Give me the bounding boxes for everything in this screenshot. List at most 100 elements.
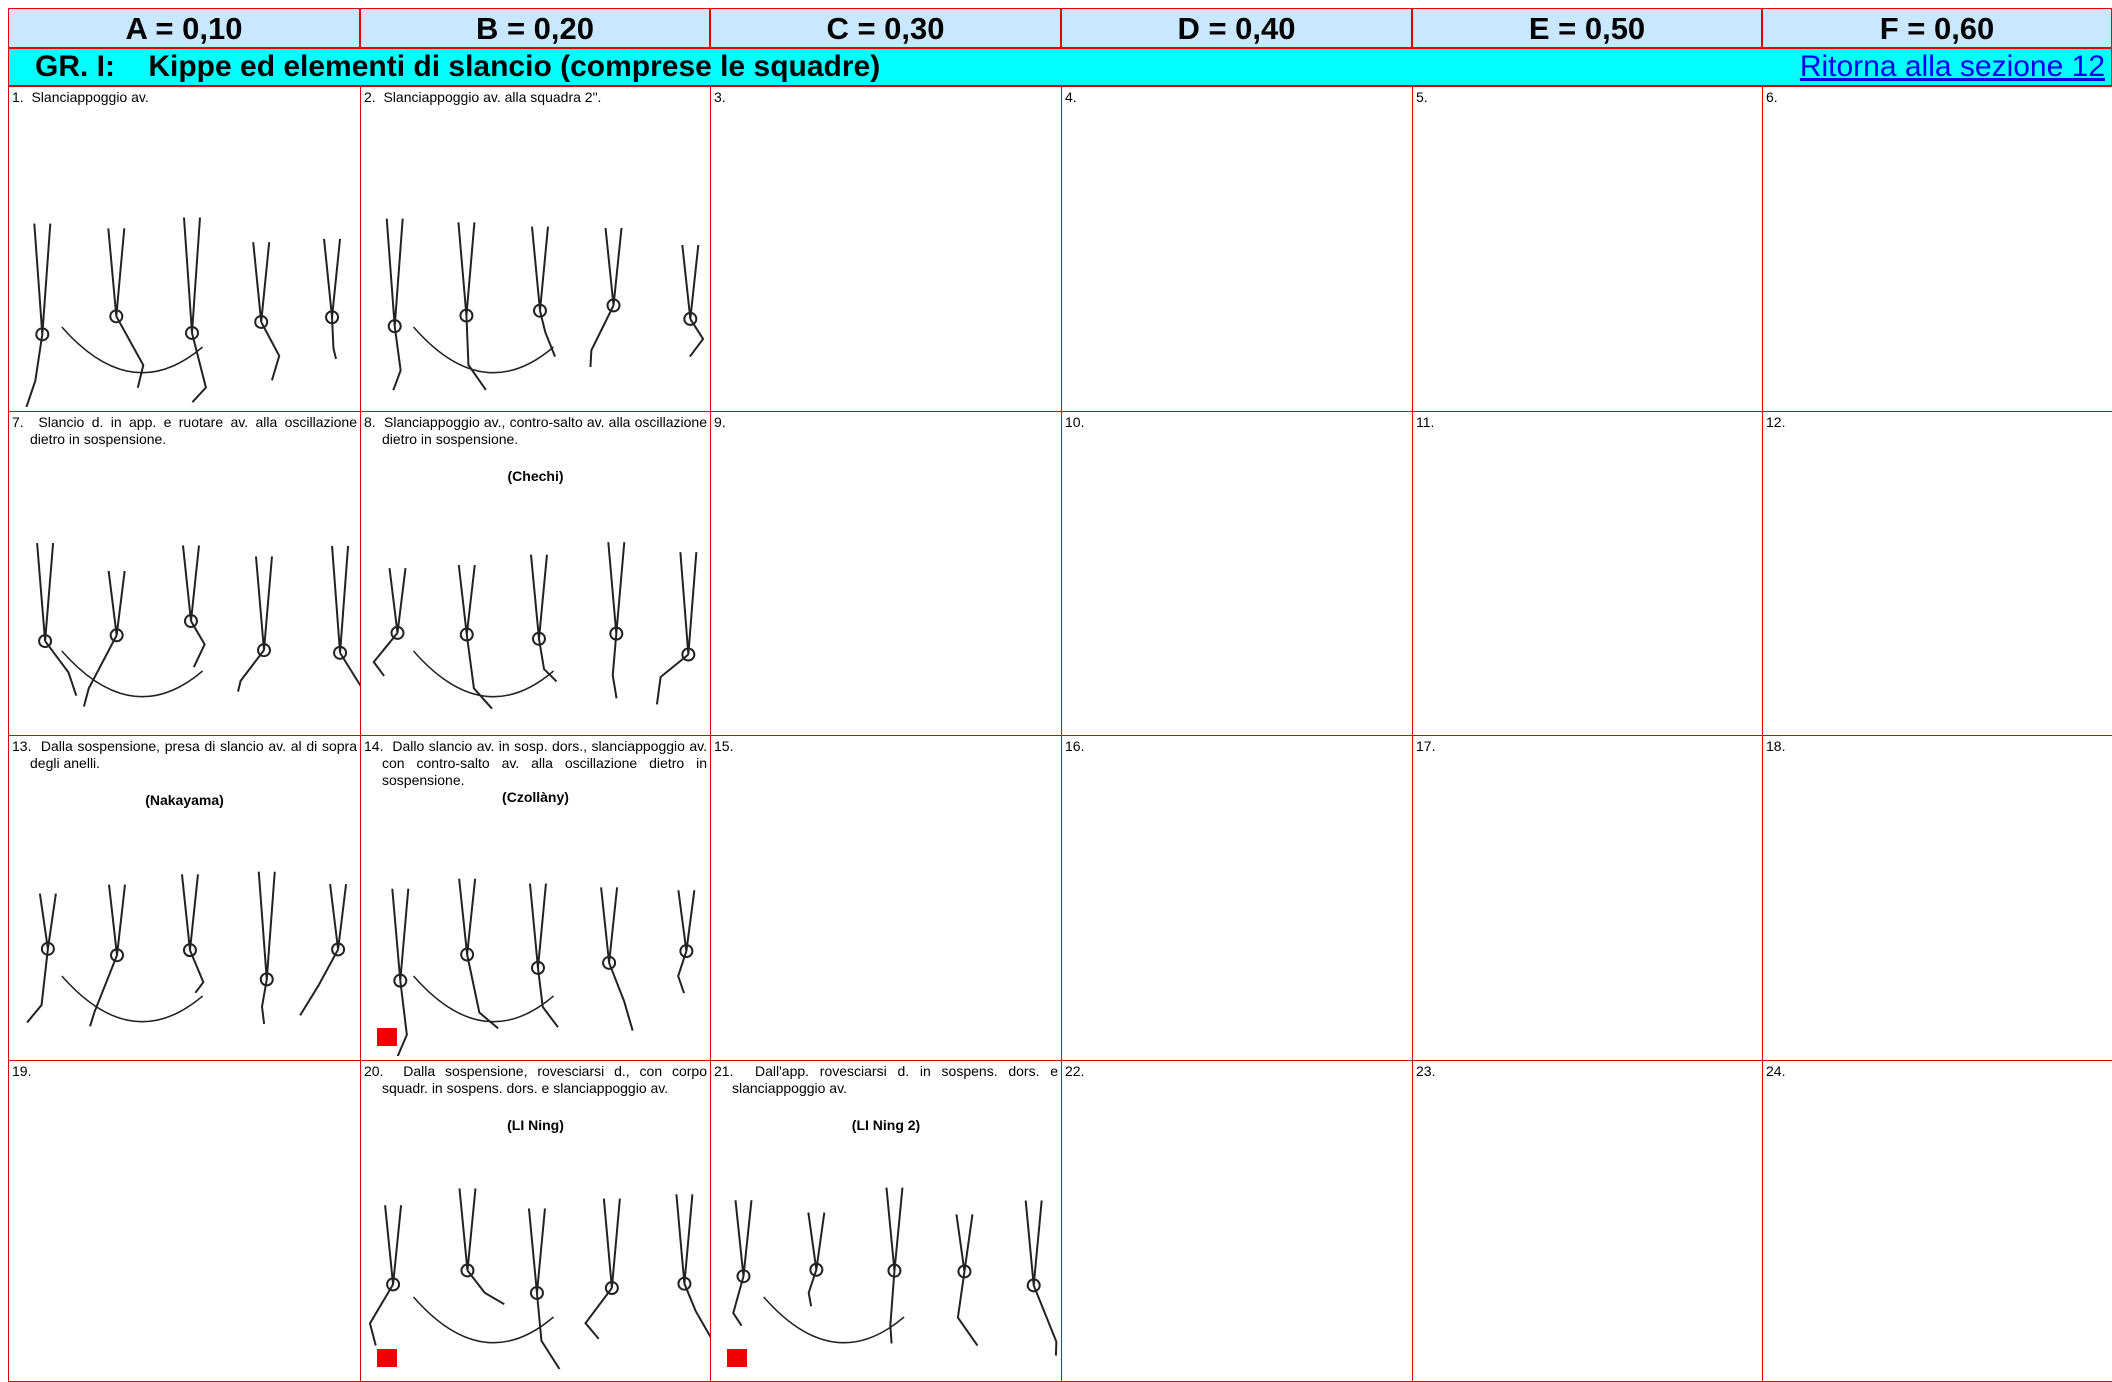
table-cell: 21. Dall'app. rovesciarsi d. in sospens.… (710, 1060, 1062, 1382)
element-number: 5. (1416, 89, 1428, 105)
cell-text: 2. Slanciappoggio av. alla squadra 2". (364, 89, 707, 106)
cell-text: 6. (1766, 89, 2109, 106)
figure-drawing (26, 871, 348, 1027)
column-header: B = 0,20 (360, 8, 710, 48)
element-number: 7. (12, 414, 24, 430)
element-description: Slanciappoggio av., contro-salto av. all… (382, 414, 707, 447)
table-cell: 12. (1762, 411, 2112, 736)
table-cell: 20. Dalla sospensione, rovesciarsi d., c… (360, 1060, 711, 1382)
table-cell: 14. Dallo slancio av. in sosp. dors., sl… (360, 735, 711, 1061)
figure-drawing (36, 542, 360, 707)
element-number: 15. (714, 738, 734, 754)
element-number: 17. (1416, 738, 1436, 754)
element-number: 1. (12, 89, 24, 105)
table-cell: 11. (1412, 411, 1763, 736)
element-number: 14. (364, 738, 384, 754)
table-cell: 17. (1412, 735, 1763, 1061)
element-number: 23. (1416, 1063, 1436, 1079)
figure-drawing (372, 542, 698, 710)
figure-drawing (385, 218, 705, 391)
table-cell: 16. (1061, 735, 1413, 1061)
table-cell: 4. (1061, 86, 1413, 412)
element-name: (Czollàny) (502, 789, 569, 805)
cell-text: 22. (1065, 1063, 1409, 1080)
cell-text: 20. Dalla sospensione, rovesciarsi d., c… (364, 1063, 707, 1097)
figure-drawing (732, 1187, 1058, 1356)
element-name: (Nakayama) (145, 792, 224, 808)
element-name: (LI Ning 2) (851, 1117, 921, 1133)
cell-text: 10. (1065, 414, 1409, 431)
table-cell: 19. (8, 1060, 361, 1382)
element-number: 10. (1065, 414, 1085, 430)
table-cell: 9. (710, 411, 1062, 736)
figure-drawing (368, 1188, 710, 1370)
cell-text: 4. (1065, 89, 1409, 106)
column-header: E = 0,50 (1412, 8, 1762, 48)
cell-text: 8. Slanciappoggio av., contro-salto av. … (364, 414, 707, 448)
element-number: 2. (364, 89, 376, 105)
table-cell: 22. (1061, 1060, 1413, 1382)
cell-text: 13. Dalla sospensione, presa di slancio … (12, 738, 357, 772)
table-cell: 10. (1061, 411, 1413, 736)
cell-text: 16. (1065, 738, 1409, 755)
cell-text: 24. (1766, 1063, 2109, 1080)
table-cell: 2. Slanciappoggio av. alla squadra 2". (360, 86, 711, 412)
red-marker (727, 1349, 747, 1367)
element-number: 8. (364, 414, 376, 430)
cell-text: 21. Dall'app. rovesciarsi d. in sospens.… (714, 1063, 1058, 1097)
table-cell: 1. Slanciappoggio av. (8, 86, 361, 412)
element-number: 13. (12, 738, 32, 754)
figure-drawing (391, 878, 696, 1056)
table-cell: 8. Slanciappoggio av., contro-salto av. … (360, 411, 711, 736)
element-number: 21. (714, 1063, 734, 1079)
cell-text: 1. Slanciappoggio av. (12, 89, 357, 106)
element-number: 9. (714, 414, 726, 430)
column-header: F = 0,60 (1762, 8, 2112, 48)
element-description: Slanciappoggio av. (31, 89, 149, 105)
cell-text: 19. (12, 1063, 357, 1080)
table-cell: 3. (710, 86, 1062, 412)
element-description: Dallo slancio av. in sosp. dors., slanci… (382, 738, 707, 788)
red-marker (377, 1349, 397, 1367)
cell-text: 12. (1766, 414, 2109, 431)
red-marker (377, 1028, 397, 1046)
section-bar: GR. I: Kippe ed elementi di slancio (com… (8, 48, 2112, 86)
element-number: 16. (1065, 738, 1085, 754)
cell-text: 11. (1416, 414, 1759, 431)
element-description: Dalla sospensione, presa di slancio av. … (30, 738, 357, 771)
element-number: 20. (364, 1063, 384, 1079)
element-number: 12. (1766, 414, 1786, 430)
section-link[interactable]: Ritorna alla sezione 12 (1799, 50, 2105, 83)
element-number: 4. (1065, 89, 1077, 105)
column-header: D = 0,40 (1061, 8, 1412, 48)
table-cell: 24. (1762, 1060, 2112, 1382)
table-cell: 23. (1412, 1060, 1763, 1382)
table-cell: 6. (1762, 86, 2112, 412)
figure-drawing (25, 217, 342, 407)
cell-text: 5. (1416, 89, 1759, 106)
table-cell: 15. (710, 735, 1062, 1061)
element-number: 18. (1766, 738, 1786, 754)
table-cell: 13. Dalla sospensione, presa di slancio … (8, 735, 361, 1061)
cell-text: 14. Dallo slancio av. in sosp. dors., sl… (364, 738, 707, 789)
cell-text: 3. (714, 89, 1058, 106)
element-name: (Chechi) (507, 468, 564, 484)
element-name: (LI Ning) (507, 1117, 564, 1133)
element-number: 11. (1416, 414, 1435, 430)
table-cell: 7. Slancio d. in app. e ruotare av. alla… (8, 411, 361, 736)
cell-text: 17. (1416, 738, 1759, 755)
element-number: 3. (714, 89, 726, 105)
element-number: 22. (1065, 1063, 1085, 1079)
cell-text: 7. Slancio d. in app. e ruotare av. alla… (12, 414, 357, 448)
element-number: 24. (1766, 1063, 1786, 1079)
element-number: 6. (1766, 89, 1778, 105)
cell-text: 9. (714, 414, 1058, 431)
column-header: A = 0,10 (8, 8, 360, 48)
section-title: GR. I: Kippe ed elementi di slancio (com… (35, 50, 881, 83)
element-number: 19. (12, 1063, 32, 1079)
cell-text: 15. (714, 738, 1058, 755)
table-cell: 5. (1412, 86, 1763, 412)
element-description: Dall'app. rovesciarsi d. in sospens. dor… (732, 1063, 1059, 1096)
table-cell: 18. (1762, 735, 2112, 1061)
